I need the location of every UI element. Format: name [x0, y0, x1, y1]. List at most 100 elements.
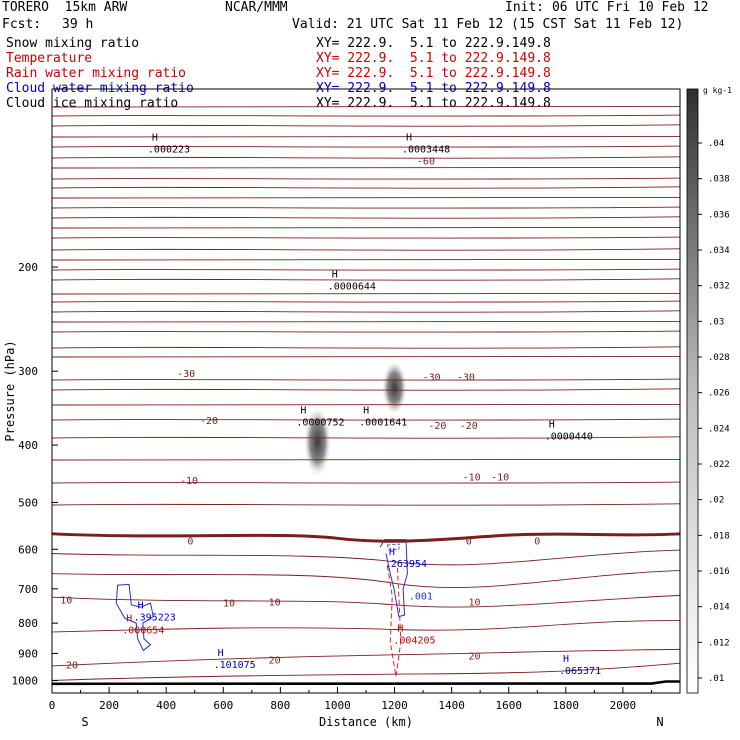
x-tick-label: 600 — [213, 699, 233, 712]
temperature-contour — [51, 248, 681, 251]
y-tick-label: 500 — [18, 496, 38, 509]
maximum-value: .263954 — [385, 559, 427, 570]
temperature-contour-label: -10 — [463, 472, 481, 483]
x-axis-label: Distance (km) — [319, 715, 413, 729]
temperature-contour-label: 0 — [466, 537, 472, 548]
temperature-contour — [51, 145, 681, 148]
maximum-value: .000223 — [148, 144, 190, 155]
colorbar-tick-label: .03 — [708, 317, 724, 327]
y-tick-label: 1000 — [12, 674, 39, 687]
cloud-water-contours — [115, 539, 408, 652]
temperature-contour-label: 10 — [223, 598, 235, 609]
temperature-contour-label: -10 — [491, 472, 509, 483]
temperature-contour — [51, 320, 681, 323]
temperature-contour-label: -30 — [177, 369, 195, 380]
temperature-contour — [51, 156, 681, 159]
maximum-value: .000654 — [122, 625, 164, 636]
maximum-marker: H — [363, 406, 369, 417]
forecast-label: Fcst: — [2, 17, 42, 32]
temperature-contour — [51, 216, 681, 219]
temperature-contour — [51, 662, 681, 681]
x-tick-label: 1600 — [495, 699, 522, 712]
maximum-value: .0000440 — [545, 431, 593, 442]
y-tick-label: 900 — [18, 647, 38, 660]
surface-line — [51, 680, 680, 686]
cloud-water-contour-label: .001 — [409, 591, 433, 602]
organization-label: NCAR/MMM — [225, 0, 288, 15]
y-tick-label: 800 — [18, 617, 38, 630]
temperature-contour — [51, 292, 681, 295]
temperature-contour — [51, 346, 681, 349]
y-axis-label: Pressure (hPa) — [3, 340, 17, 441]
temperature-contour-label: -20 — [428, 421, 446, 432]
x-tick-label: 800 — [270, 699, 290, 712]
colorbar-tick-label: .032 — [708, 282, 730, 292]
temperature-contour-label: 20 — [269, 656, 281, 667]
temperature-contour-label: -60 — [417, 156, 435, 167]
axes: 0 200 400 600 800 1000 1200 1400 1600 1800 2000200… — [3, 88, 681, 729]
temperature-contour — [51, 620, 681, 633]
model-title: TORERO 15km ARW — [2, 0, 128, 15]
maximum-value: .0001641 — [359, 418, 407, 429]
x-tick-label: 400 — [156, 699, 176, 712]
field-xy-range: XY= 222.9. 5.1 to 222.9.149.8 — [316, 96, 551, 111]
contour-labels: -60 -30 -30 -30 -20 -20 -20 -10 -10 -10 0 0 0 10 10 10 1… — [60, 132, 601, 677]
colorbar-tick-label: .04 — [708, 139, 724, 149]
temperature-contour — [51, 114, 681, 117]
temperature-contour — [51, 124, 681, 127]
snow-shade-blob — [381, 359, 408, 416]
field-xy-range: XY= 222.9. 5.1 to 222.9.149.8 — [316, 36, 551, 51]
valid-time: Valid: 21 UTC Sat 11 Feb 12 (15 CST Sat … — [292, 17, 684, 32]
rain-water-contours — [386, 565, 402, 677]
y-tick-label: 300 — [18, 365, 38, 378]
temperature-contour — [51, 300, 681, 303]
maximum-value: .004205 — [393, 636, 435, 647]
colorbar-tick-label: .022 — [708, 460, 730, 470]
y-tick-label: 400 — [18, 439, 38, 452]
temperature-contour — [51, 206, 681, 209]
maximum-marker: H — [549, 419, 555, 430]
temperature-contour-label: 20 — [468, 652, 480, 663]
y-tick-label: 200 — [18, 261, 38, 274]
colorbar: .04 .038 .036 .034 .032 .03 .028 .026 .024 .022 .0… — [686, 86, 732, 694]
temperature-contour-label: -20 — [200, 416, 218, 427]
temperature-contour — [51, 226, 681, 229]
temperature-contour — [51, 196, 681, 199]
temperature-contour — [51, 330, 681, 333]
x-tick-label: 200 — [99, 699, 119, 712]
cloud-water-contour — [379, 539, 408, 618]
temperature-contour-label: -10 — [180, 476, 198, 487]
x-tick-label: 2000 — [610, 699, 637, 712]
field-xy-range: XY= 222.9. 5.1 to 222.9.149.8 — [316, 51, 551, 66]
temperature-contour-label: 10 — [269, 597, 281, 608]
x-tick-label: 1400 — [438, 699, 465, 712]
temperature-contour — [51, 310, 681, 313]
maximum-marker: H — [406, 132, 412, 143]
temperature-contour-label: -20 — [460, 421, 478, 432]
temperature-contour-label: 10 — [468, 597, 480, 608]
maximum-value: .0003448 — [402, 144, 450, 155]
maximum-marker: H — [397, 624, 403, 635]
maximum-marker: H — [218, 648, 224, 659]
north-label: N — [656, 715, 663, 729]
colorbar-tick-label: .028 — [708, 353, 730, 363]
maximum-marker: H — [138, 601, 144, 612]
south-label: S — [81, 715, 88, 729]
temperature-contour — [51, 549, 681, 566]
x-tick-label: 1200 — [381, 699, 408, 712]
temperature-contour — [51, 378, 681, 381]
colorbar-tick-label: .016 — [708, 567, 730, 577]
maximum-marker: H — [563, 654, 569, 665]
temperature-contour — [51, 236, 681, 239]
y-tick-label: 600 — [18, 543, 38, 556]
maximum-marker: H — [152, 132, 158, 143]
temperature-contour-label: 0 — [187, 537, 193, 548]
colorbar-tick-label: .024 — [708, 424, 730, 434]
temperature-contour — [51, 418, 681, 421]
colorbar-tick-label: .014 — [708, 603, 730, 613]
temperature-contour — [51, 388, 681, 391]
temperature-contour — [51, 503, 681, 506]
colorbar-tick-label: .02 — [708, 496, 724, 506]
temperature-contour-label: 20 — [66, 661, 78, 672]
